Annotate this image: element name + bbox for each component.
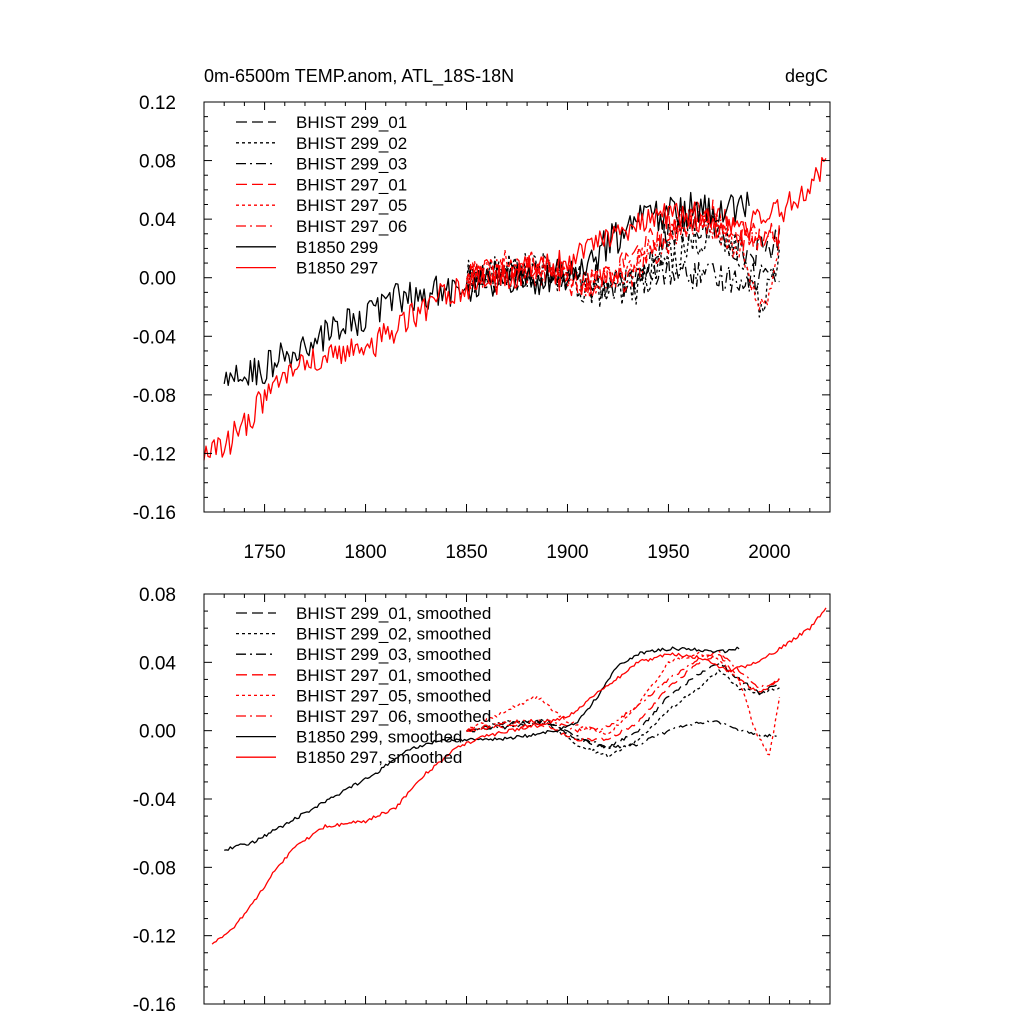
legend-label: B1850 297 — [296, 259, 378, 278]
series-line-2 — [466, 669, 780, 759]
y-tick-label: -0.12 — [133, 444, 176, 465]
y-tick-label: 0.08 — [139, 585, 176, 606]
legend-label: BHIST 299_02, smoothed — [296, 625, 491, 644]
tick-layer: 0.12 0.08 0.04 0.00 -0.04 -0.08 -0.12 -0.16 1750… — [133, 93, 830, 563]
legend-label: B1850 299 — [296, 238, 378, 257]
series-layer — [203, 156, 827, 461]
legend-label: B1850 299, smoothed — [296, 728, 462, 747]
y-tick-label: -0.08 — [133, 386, 176, 407]
y-tick-label: -0.12 — [133, 927, 176, 948]
y-tick-label: -0.08 — [133, 858, 176, 879]
legend-label: BHIST 299_03, smoothed — [296, 645, 491, 664]
legend: BHIST 299_01, smoothed BHIST 299_02, smoo… — [236, 604, 491, 767]
title-right: degC — [785, 66, 828, 86]
y-tick-label: 0.00 — [139, 722, 176, 743]
x-tick-label: 1750 — [243, 542, 285, 563]
y-tick-label: -0.16 — [133, 503, 176, 524]
y-tick-label: 0.12 — [139, 93, 176, 114]
y-tick-label: 0.00 — [139, 269, 176, 290]
series-line-7 — [224, 646, 740, 851]
series-line-5 — [466, 651, 781, 756]
x-tick-label: 1850 — [445, 542, 487, 563]
title-left: 0m-6500m TEMP.anom, ATL_18S-18N — [204, 66, 514, 87]
series-line-8 — [211, 607, 827, 945]
x-tick-label: 2000 — [748, 542, 790, 563]
tick-layer: 0.08 0.04 0.00 -0.04 -0.08 -0.12 -0.16 — [133, 585, 830, 1016]
bottom-panel: 0.08 0.04 0.00 -0.04 -0.08 -0.12 -0.16 BHIST 2… — [133, 585, 831, 1016]
legend-label: BHIST 299_01 — [296, 113, 407, 132]
legend-label: BHIST 299_02 — [296, 134, 407, 153]
series-layer — [211, 607, 827, 945]
y-tick-label: -0.16 — [133, 995, 176, 1016]
top-panel: 0m-6500m TEMP.anom, ATL_18S-18N degC 0.1… — [133, 66, 831, 563]
series-line-1 — [466, 661, 781, 749]
x-tick-label: 1950 — [647, 542, 689, 563]
legend-label: BHIST 297_06, smoothed — [296, 707, 491, 726]
y-tick-label: -0.04 — [133, 327, 177, 348]
series-line-3 — [466, 719, 780, 750]
legend-label: B1850 297, smoothed — [296, 748, 462, 767]
legend-label: BHIST 299_01, smoothed — [296, 604, 491, 623]
x-tick-label: 1900 — [546, 542, 588, 563]
series-line-6 — [466, 650, 781, 733]
y-tick-label: -0.04 — [133, 790, 177, 811]
legend-label: BHIST 297_01, smoothed — [296, 666, 491, 685]
y-tick-label: 0.08 — [139, 152, 176, 173]
legend-label: BHIST 297_05 — [296, 196, 407, 215]
x-tick-label: 1800 — [344, 542, 386, 563]
series-line-8 — [203, 156, 827, 461]
legend-label: BHIST 297_06 — [296, 217, 407, 236]
legend-label: BHIST 297_01 — [296, 175, 407, 194]
y-tick-label: 0.04 — [139, 210, 176, 231]
legend-label: BHIST 297_05, smoothed — [296, 686, 491, 705]
legend-label: BHIST 299_03 — [296, 155, 407, 174]
series-line-6 — [465, 207, 781, 294]
series-line-7 — [223, 191, 750, 387]
y-tick-label: 0.04 — [139, 653, 176, 674]
